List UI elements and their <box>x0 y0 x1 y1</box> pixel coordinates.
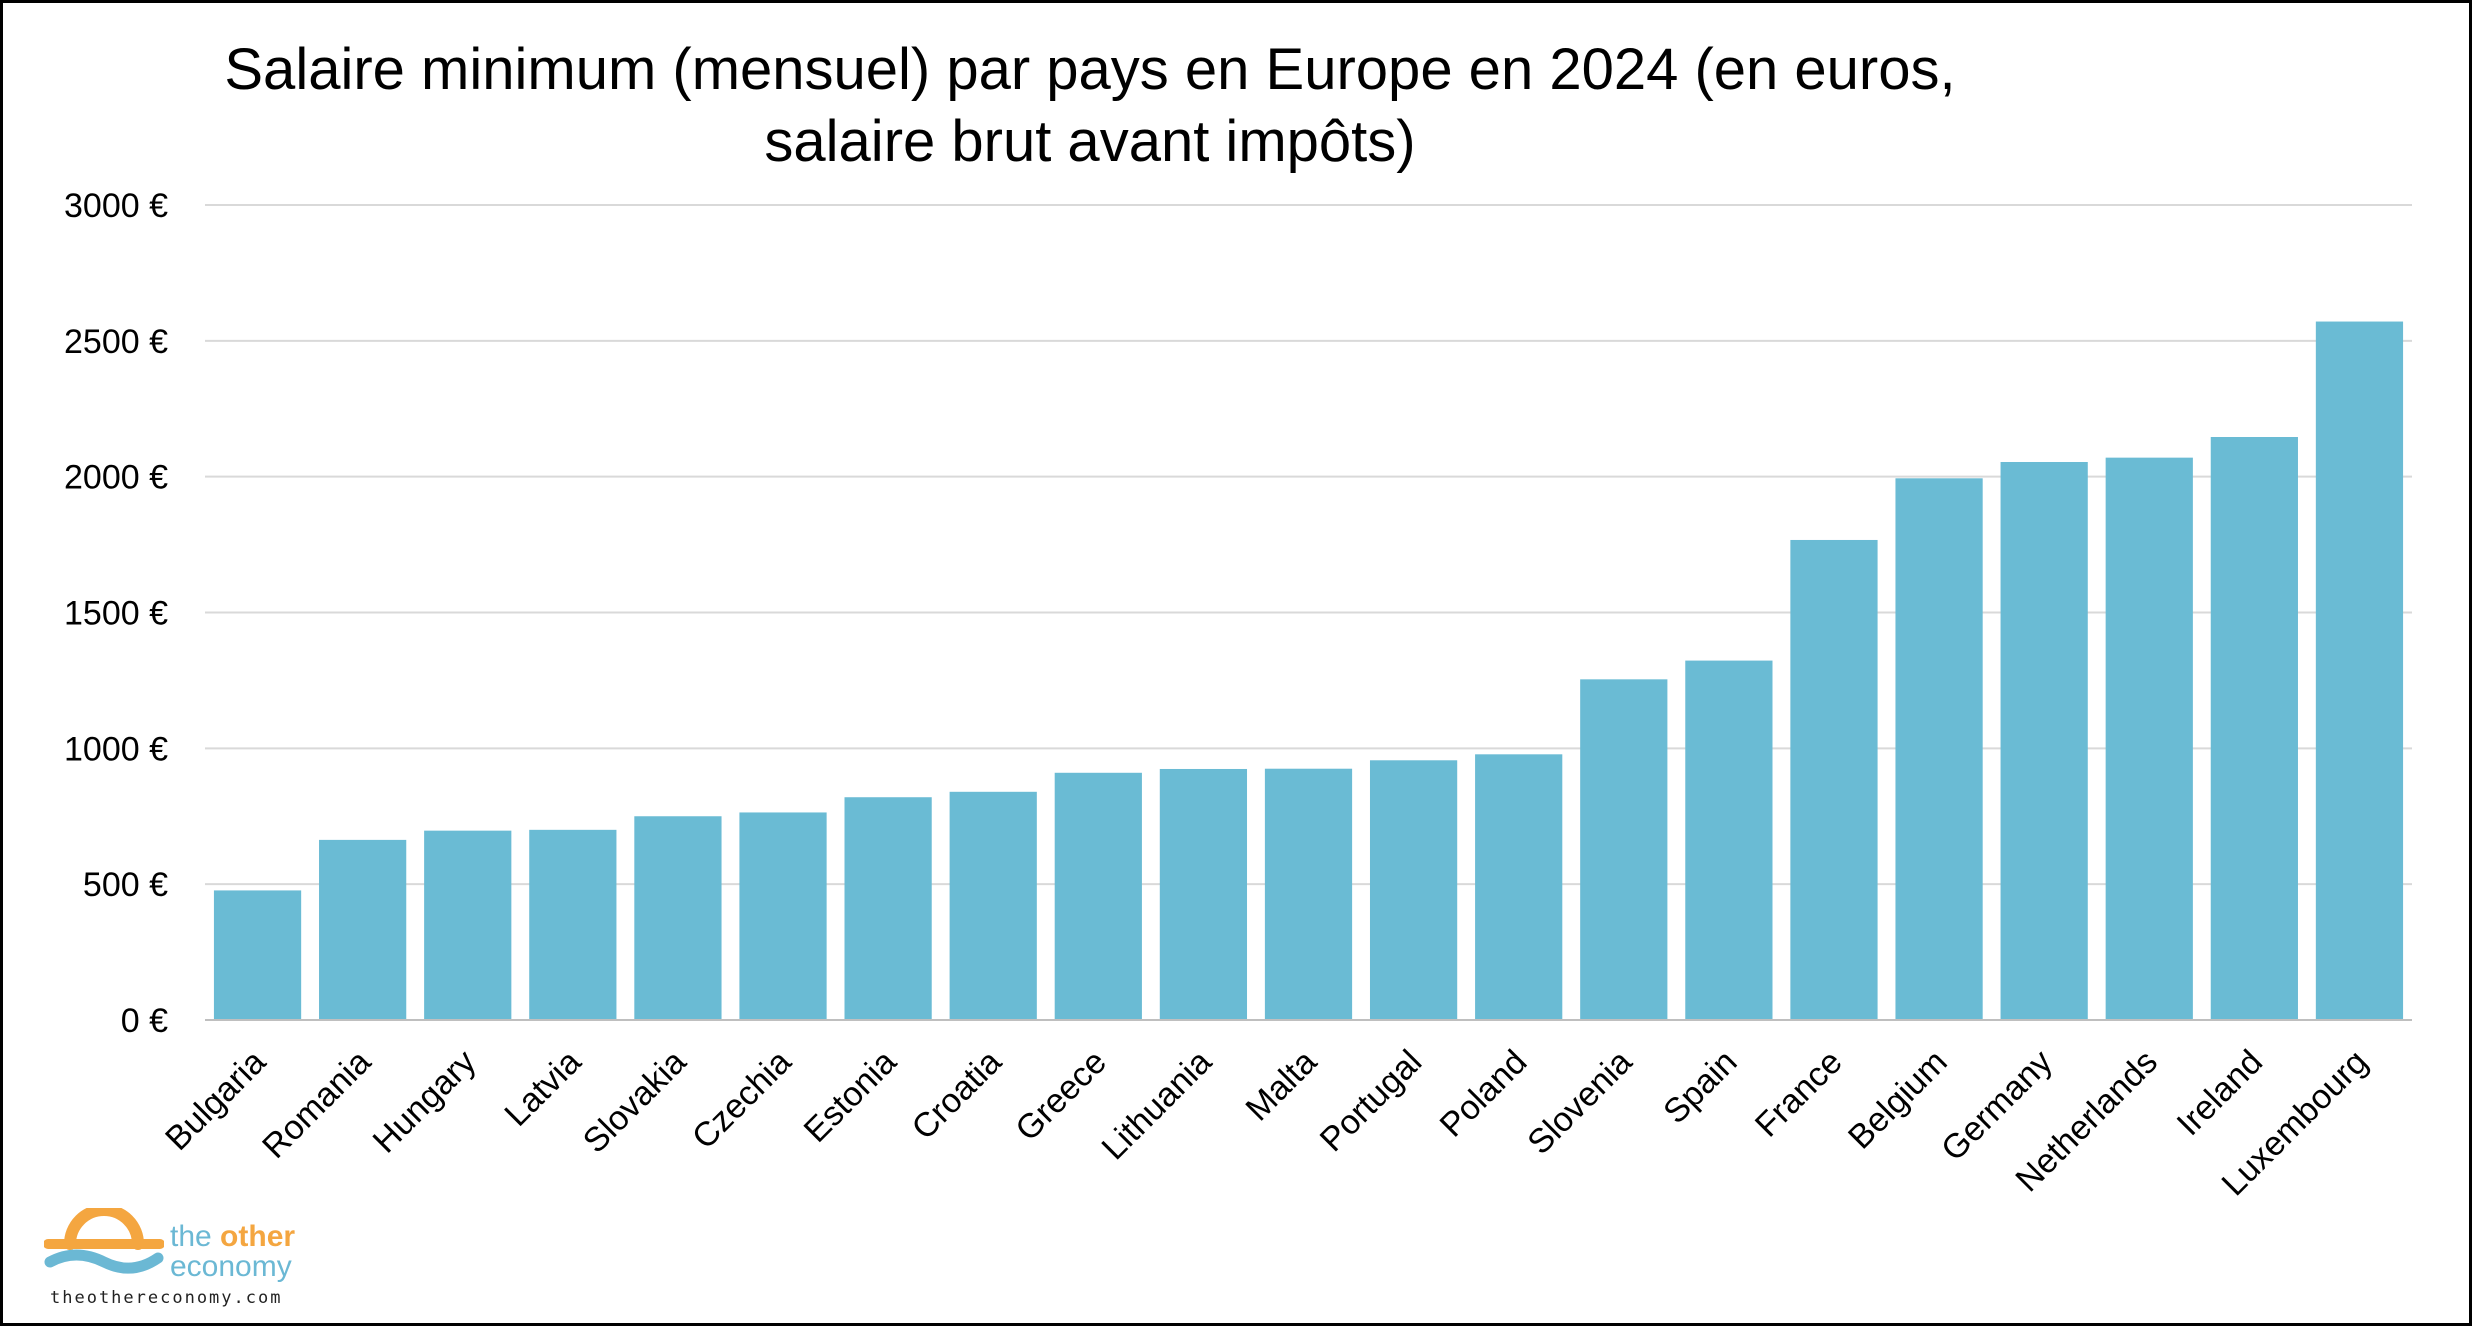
x-tick-label-slovakia: Slovakia <box>576 1043 694 1161</box>
x-tick-label-france: France <box>1748 1043 1850 1145</box>
x-tick-label-romania: Romania <box>255 1043 378 1166</box>
x-tick-label-czechia: Czechia <box>685 1043 799 1157</box>
logo-text-line-1: the other <box>170 1222 295 1252</box>
bar-ireland <box>2210 437 2298 1021</box>
chart-title-line-1: Salaire minimum (mensuel) par pays en Eu… <box>224 37 1956 102</box>
y-tick-label-2000: 2000 € <box>64 459 168 497</box>
bar-slovakia <box>634 816 722 1020</box>
bar-france <box>1790 539 1878 1020</box>
x-tick-label-latvia: Latvia <box>497 1043 588 1134</box>
x-tick-label-greece: Greece <box>1008 1043 1114 1149</box>
logo-text-line-2: economy <box>170 1250 292 1283</box>
bar-croatia <box>949 791 1037 1020</box>
x-tick-label-croatia: Croatia <box>904 1043 1008 1147</box>
y-axis-tick-labels: 0 € 500 € 1000 € 1500 € 2000 € 2500 € 3000 € <box>64 187 168 1040</box>
x-tick-label-portugal: Portugal <box>1313 1043 1429 1159</box>
bar-greece <box>1054 772 1142 1020</box>
bars <box>213 321 2404 1021</box>
x-tick-label-hungary: Hungary <box>366 1043 484 1161</box>
bar-spain <box>1685 660 1773 1020</box>
sun-over-wave-icon <box>44 1208 164 1274</box>
x-tick-label-poland: Poland <box>1433 1043 1535 1145</box>
logo-text-the: the <box>170 1220 221 1253</box>
logo-text-other: other <box>220 1220 296 1253</box>
bar-latvia <box>529 829 617 1020</box>
bar-belgium <box>1895 478 1983 1021</box>
y-tick-label-2500: 2500 € <box>64 323 168 361</box>
bar-netherlands <box>2105 457 2193 1020</box>
bar-luxembourg <box>2315 321 2404 1020</box>
bar-czechia <box>739 812 827 1020</box>
bar-estonia <box>844 797 932 1020</box>
bar-malta <box>1264 768 1353 1020</box>
y-tick-label-1500: 1500 € <box>64 595 168 633</box>
y-tick-label-500: 500 € <box>83 866 168 904</box>
x-tick-label-lithuania: Lithuania <box>1095 1043 1220 1168</box>
y-tick-label-0: 0 € <box>121 1002 168 1040</box>
x-tick-label-ireland: Ireland <box>2170 1043 2270 1143</box>
y-tick-label-1000: 1000 € <box>64 730 168 768</box>
x-tick-label-estonia: Estonia <box>797 1043 904 1150</box>
chart-title-line-2: salaire brut avant impôts) <box>764 109 1416 174</box>
bar-portugal <box>1369 760 1458 1020</box>
brand-logo: the other economy theothereconomy.com <box>44 1208 344 1308</box>
bar-slovenia <box>1580 679 1668 1020</box>
bar-romania <box>319 839 407 1020</box>
bar-poland <box>1475 754 1563 1020</box>
logo-url: theothereconomy.com <box>50 1288 283 1308</box>
bar-germany <box>2000 461 2088 1020</box>
x-tick-label-malta: Malta <box>1238 1043 1324 1129</box>
bar-hungary <box>424 830 512 1020</box>
y-tick-label-3000: 3000 € <box>64 187 168 225</box>
bar-bulgaria <box>213 890 302 1020</box>
bar-lithuania <box>1159 768 1248 1020</box>
chart-title: Salaire minimum (mensuel) par pays en Eu… <box>0 34 2180 178</box>
x-tick-label-spain: Spain <box>1656 1043 1744 1131</box>
x-tick-label-slovenia: Slovenia <box>1520 1043 1639 1162</box>
